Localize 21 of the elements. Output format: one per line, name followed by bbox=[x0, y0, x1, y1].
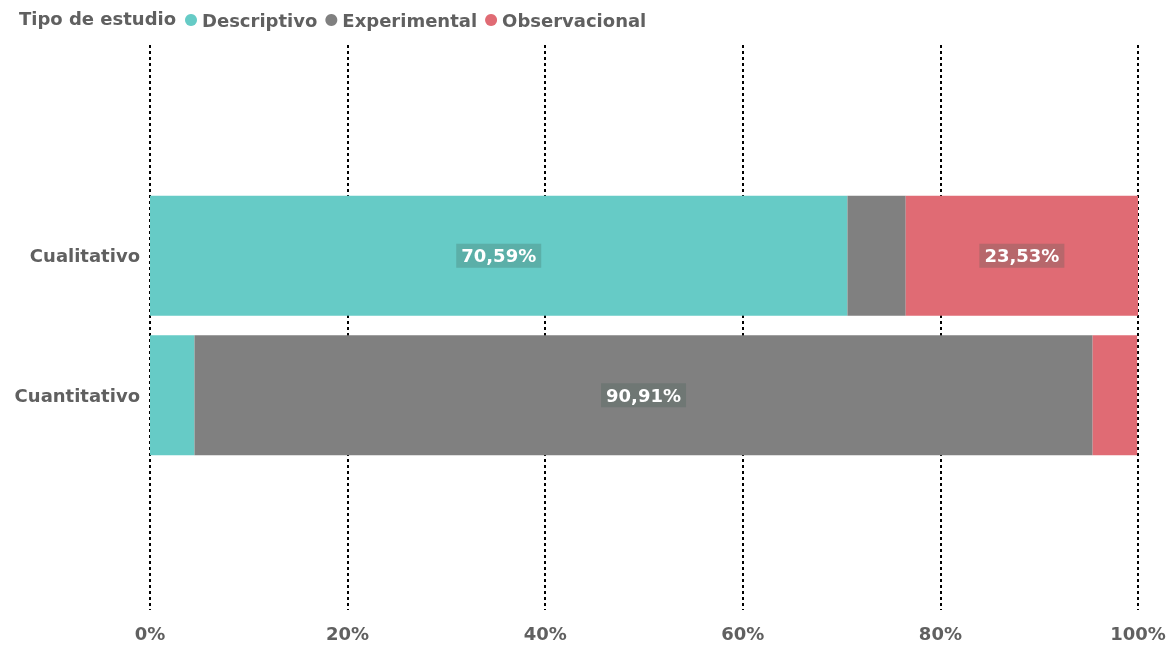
data-label: 90,91% bbox=[606, 384, 682, 406]
x-tick-label: 40% bbox=[523, 622, 567, 644]
x-tick-label: 20% bbox=[326, 622, 370, 644]
legend-label: Experimental bbox=[342, 9, 478, 31]
bar bbox=[1092, 335, 1138, 456]
legend-label: Observacional bbox=[502, 9, 647, 31]
data-label: 23,53% bbox=[984, 245, 1060, 267]
x-tick-label: 60% bbox=[721, 622, 765, 644]
bar bbox=[847, 195, 906, 316]
x-tick-label: 0% bbox=[134, 622, 166, 644]
bar bbox=[150, 335, 195, 456]
bar bbox=[150, 195, 848, 316]
legend-label: Descriptivo bbox=[202, 9, 318, 31]
y-tick-label: Cuantitativo bbox=[14, 384, 140, 406]
bar bbox=[905, 195, 1138, 316]
x-tick-label: 80% bbox=[918, 622, 962, 644]
x-tick-label: 100% bbox=[1110, 622, 1166, 644]
y-tick-label: Cualitativo bbox=[29, 245, 140, 267]
legend-title: Tipo de estudio bbox=[19, 7, 177, 29]
data-label: 70,59% bbox=[461, 245, 537, 267]
bar bbox=[194, 335, 1093, 456]
